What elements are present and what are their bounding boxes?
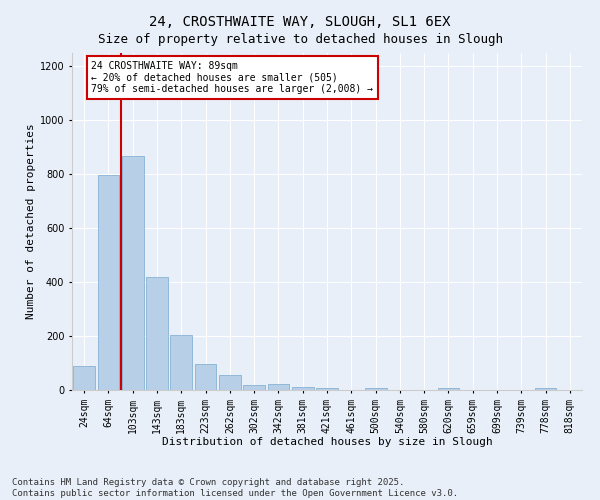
Text: Size of property relative to detached houses in Slough: Size of property relative to detached ho… (97, 32, 503, 46)
Bar (535, 388, 556, 390)
Bar (437, 388, 460, 390)
Text: 24, CROSTHWAITE WAY, SLOUGH, SL1 6EX: 24, CROSTHWAITE WAY, SLOUGH, SL1 6EX (149, 15, 451, 29)
X-axis label: Distribution of detached houses by size in Slough: Distribution of detached houses by size … (161, 437, 493, 447)
Bar (73, 366, 95, 390)
Bar (243, 384, 265, 390)
Y-axis label: Number of detached properties: Number of detached properties (26, 124, 35, 319)
Bar (268, 384, 289, 390)
Bar (316, 388, 338, 390)
Bar (97, 176, 119, 390)
Text: 24 CROSTHWAITE WAY: 89sqm
← 20% of detached houses are smaller (505)
79% of semi: 24 CROSTHWAITE WAY: 89sqm ← 20% of detac… (91, 61, 373, 94)
Bar (219, 375, 241, 390)
Bar (122, 156, 143, 390)
Bar (292, 387, 314, 390)
Bar (146, 276, 168, 390)
Bar (170, 334, 192, 390)
Bar (194, 364, 217, 390)
Text: Contains HM Land Registry data © Crown copyright and database right 2025.
Contai: Contains HM Land Registry data © Crown c… (12, 478, 458, 498)
Bar (365, 388, 386, 390)
